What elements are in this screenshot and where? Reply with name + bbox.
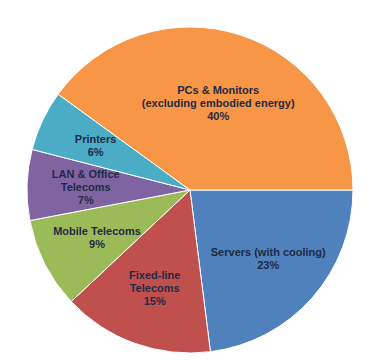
labels: Servers (with cooling)23% Fixed-lineTelec… xyxy=(52,84,326,307)
data-label: 40% xyxy=(207,110,229,122)
slice-label: PCs & Monitors(excluding embodied energy… xyxy=(142,84,295,109)
slices xyxy=(27,27,353,353)
slice-label: LAN & OfficeTelecoms xyxy=(52,168,120,193)
slice xyxy=(190,190,353,352)
slice-label: Fixed-lineTelecoms xyxy=(129,269,180,294)
data-label: 9% xyxy=(89,238,105,250)
chart: Servers (with cooling)23% Fixed-lineTelec… xyxy=(0,0,379,360)
slice-label: Servers (with cooling) xyxy=(211,246,326,258)
data-label: 23% xyxy=(257,259,279,271)
slice xyxy=(58,27,353,190)
slice-label: Mobile Telecoms xyxy=(53,225,141,237)
data-label: 15% xyxy=(144,295,166,307)
slice-label: Printers xyxy=(75,133,117,145)
data-label: 6% xyxy=(88,146,104,158)
data-label: 7% xyxy=(78,194,94,206)
